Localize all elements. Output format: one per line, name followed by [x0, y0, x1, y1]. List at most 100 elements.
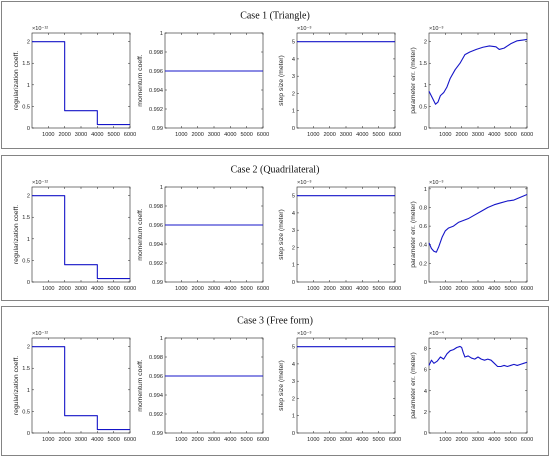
- plot-axes-box: [31, 337, 131, 434]
- y-tick-label: 0.998: [149, 50, 163, 56]
- y-tick-label: 0.992: [149, 412, 163, 418]
- x-tick-label: 5000: [107, 132, 119, 138]
- x-tick-label: 1000: [42, 437, 54, 443]
- y-tick-label: 0.996: [149, 374, 163, 380]
- x-tick-label: 2000: [323, 132, 335, 138]
- series-line: [32, 195, 130, 280]
- series-line: [428, 345, 528, 368]
- y-tick-label: 0.994: [149, 393, 163, 399]
- subplot-3-1: 1000 2000 3000 4000 5000 6000 0 0.5 1 1.5 2 ×10⁻¹² r…: [13, 331, 136, 443]
- y-axis-exponent: ×10⁻³: [429, 180, 443, 186]
- y-tick-label: 0.998: [149, 355, 163, 361]
- x-tick-label: 1000: [439, 286, 451, 292]
- subplot-2-1: 1000 2000 3000 4000 5000 6000 0 0.5 1 1.5 2 ×10⁻¹² r…: [13, 180, 136, 292]
- x-tick-label: 3000: [472, 437, 484, 443]
- x-tick-label: 2000: [455, 437, 467, 443]
- y-tick-label: 0.2: [419, 261, 427, 267]
- y-axis-exponent: ×10⁻¹²: [32, 180, 48, 186]
- y-axis-exponent: ×10⁻³: [297, 26, 311, 32]
- y-tick-label: 4: [292, 211, 295, 217]
- x-tick-label: 3000: [340, 286, 352, 292]
- subplot-2-3: 1000 2000 3000 4000 5000 6000 0 1 2 3 4 5 ×10⁻³ step …: [278, 180, 401, 292]
- y-tick-label: 1: [27, 83, 30, 89]
- y-tick-label: 1: [424, 83, 427, 89]
- y-tick-label: 3: [292, 379, 295, 385]
- y-tick-label: 0.6: [419, 224, 427, 230]
- x-tick-label: 4000: [224, 132, 236, 138]
- x-tick-label: 2000: [58, 132, 70, 138]
- y-tick-label: 1: [292, 109, 295, 115]
- x-tick-label: 2000: [191, 132, 203, 138]
- x-tick-label: 6000: [124, 437, 136, 443]
- plot-axes-box: [31, 32, 131, 129]
- y-tick-label: 4: [424, 389, 427, 395]
- x-tick-label: 5000: [240, 437, 252, 443]
- x-tick-label: 2000: [323, 437, 335, 443]
- panel-case-2: Case 2 (Quadrilateral)1000 2000 3000 4000 50…: [1, 155, 549, 301]
- y-tick-label: 0.8: [419, 205, 427, 211]
- x-tick-label: 2000: [58, 286, 70, 292]
- y-tick-label: 6: [424, 368, 427, 374]
- y-tick-label: 2: [292, 91, 295, 97]
- x-tick-label: 1000: [307, 286, 319, 292]
- x-tick-label: 4000: [488, 132, 500, 138]
- x-tick-label: 5000: [504, 437, 516, 443]
- y-tick-label: 1: [27, 237, 30, 243]
- y-tick-label: 2: [27, 345, 30, 351]
- y-axis-label: momentum coeff.: [137, 359, 144, 411]
- y-tick-label: 0.4: [419, 243, 427, 249]
- x-tick-label: 3000: [340, 437, 352, 443]
- x-tick-label: 2000: [58, 437, 70, 443]
- y-tick-label: 0.998: [149, 204, 163, 210]
- y-tick-label: 0: [27, 431, 30, 437]
- y-tick-label: 0: [424, 431, 427, 437]
- y-tick-label: 3: [292, 74, 295, 80]
- plot-axes-box: [296, 337, 396, 434]
- x-tick-label: 5000: [107, 437, 119, 443]
- y-tick-label: 0.996: [149, 69, 163, 75]
- x-tick-label: 6000: [257, 437, 269, 443]
- x-tick-label: 3000: [208, 132, 220, 138]
- y-tick-label: 5: [292, 345, 295, 351]
- x-tick-label: 5000: [240, 132, 252, 138]
- subplot-1-1: 1000 2000 3000 4000 5000 6000 0 0.5 1 1.5 2 ×10⁻¹² r…: [13, 26, 136, 138]
- x-tick-label: 3000: [75, 132, 87, 138]
- x-tick-label: 2000: [455, 132, 467, 138]
- y-tick-label: 0.5: [419, 104, 427, 110]
- y-tick-label: 4: [292, 57, 295, 63]
- panel-frame: [1, 155, 549, 301]
- x-tick-label: 3000: [340, 132, 352, 138]
- y-axis-label: momentum coeff.: [137, 54, 144, 106]
- y-tick-label: 1: [292, 414, 295, 420]
- y-axis-exponent: ×10⁻¹²: [32, 26, 48, 32]
- y-axis-label: parameter err. (meter): [410, 47, 417, 113]
- y-tick-label: 0.996: [149, 223, 163, 229]
- x-tick-label: 5000: [504, 132, 516, 138]
- x-tick-label: 6000: [124, 132, 136, 138]
- x-tick-label: 5000: [240, 286, 252, 292]
- x-tick-label: 2000: [191, 437, 203, 443]
- subplot-1-4: 1000 2000 3000 4000 5000 6000 0 0.5 1 1.5 2 ×10⁻³ pa…: [410, 26, 533, 138]
- y-tick-label: 0.992: [149, 107, 163, 113]
- y-tick-label: 0.99: [152, 280, 163, 286]
- y-tick-label: 0.5: [22, 409, 30, 415]
- plot-axes-box: [428, 32, 528, 129]
- subplot-3-4: 1000 2000 3000 4000 5000 6000 0 2 4 6 8 ×10⁻⁴ parame…: [410, 330, 533, 443]
- x-tick-label: 5000: [372, 132, 384, 138]
- x-tick-label: 1000: [175, 286, 187, 292]
- x-tick-label: 5000: [107, 286, 119, 292]
- panel-title: Case 1 (Triangle): [240, 11, 310, 22]
- y-tick-label: 0.99: [152, 126, 163, 132]
- y-axis-label: regularization coeff.: [13, 356, 20, 415]
- x-tick-label: 5000: [372, 286, 384, 292]
- x-tick-label: 6000: [389, 132, 401, 138]
- y-tick-label: 4: [292, 362, 295, 368]
- y-tick-label: 0: [424, 280, 427, 286]
- plot-axes-box: [296, 186, 396, 283]
- y-tick-label: 1.5: [419, 61, 427, 67]
- subplot-2-2: 1000 2000 3000 4000 5000 6000 0.99 0.992 0.994 0.…: [137, 185, 269, 292]
- y-tick-label: 0: [292, 280, 295, 286]
- panel-case-1: Case 1 (Triangle)1000 2000 3000 4000 5000 600…: [1, 1, 549, 149]
- subplot-1-2: 1000 2000 3000 4000 5000 6000 0.99 0.992 0.994 0.…: [137, 31, 269, 138]
